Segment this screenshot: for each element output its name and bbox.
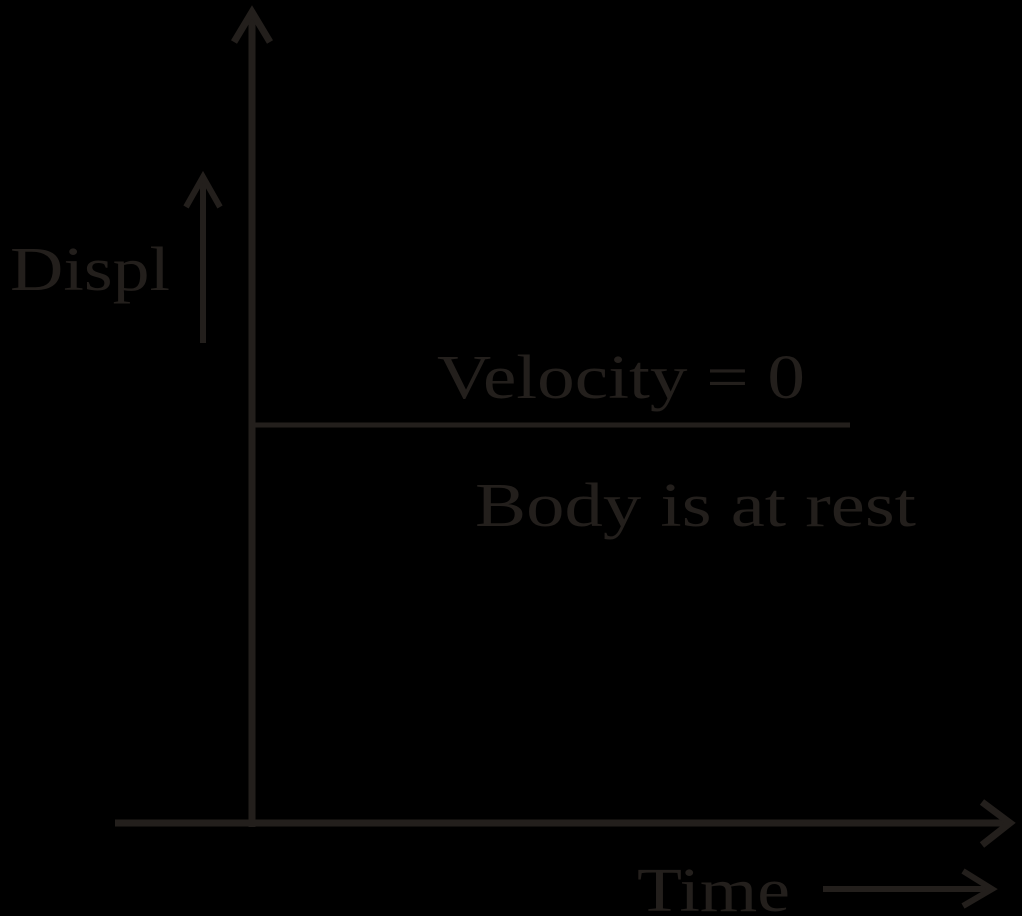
velocity-annotation: Velocity = 0 <box>437 344 805 412</box>
x-axis-label: Time <box>637 857 790 916</box>
y-axis-arrowhead-icon <box>230 5 274 44</box>
up-arrow-icon <box>183 170 223 343</box>
right-arrow-icon <box>823 868 998 909</box>
x-axis-arrowhead-icon <box>979 799 1016 848</box>
rest-annotation: Body is at rest <box>475 472 916 540</box>
x-axis <box>115 799 1016 848</box>
y-axis-label: Displ <box>10 236 170 304</box>
y-axis <box>230 5 274 827</box>
